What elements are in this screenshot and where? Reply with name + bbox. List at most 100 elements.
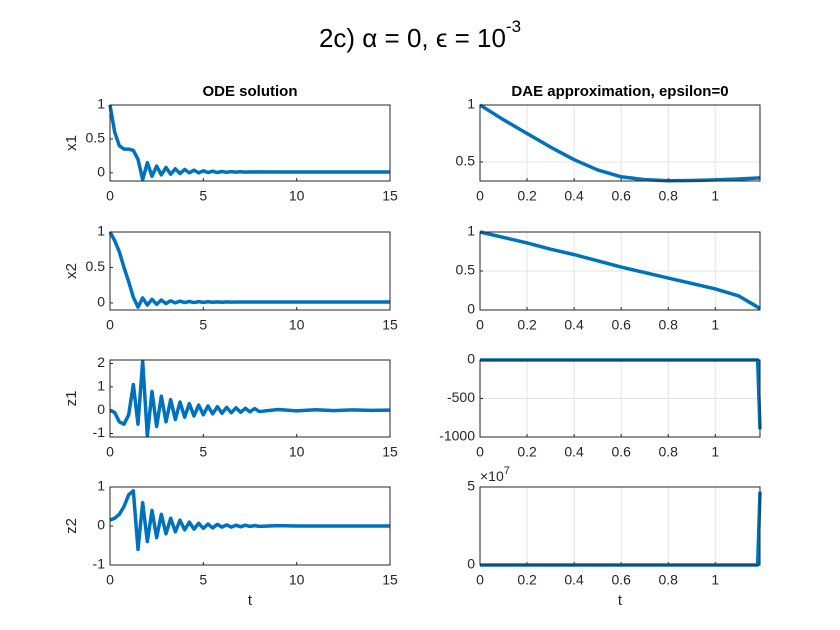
x-tick-label: 0.2 (517, 188, 537, 204)
data-line (109, 489, 390, 552)
x-tick-label: 0 (106, 188, 114, 204)
title-exponent: -3 (506, 17, 521, 36)
axes: 0 0.2 0.4 0.6 0.8 1 0 5 t ×107 (467, 465, 762, 609)
y-tick-label: 5 (467, 478, 475, 494)
x-tick-label: 5 (199, 188, 207, 204)
x-tick-label: 0 (106, 317, 114, 333)
axes: 0 0.2 0.4 0.6 0.8 1 0.5 1 DAE approximation, eps… (456, 83, 761, 204)
x-tick-label: 1 (711, 444, 719, 460)
y-axis-label: z2 (63, 518, 80, 534)
axes-box (109, 486, 391, 566)
x-tick-label: 0 (476, 317, 484, 333)
y-tick-label: 0.5 (86, 130, 106, 146)
y-tick-label: 0 (97, 164, 105, 180)
axes-title: ODE solution (203, 83, 298, 100)
x-tick-label: 0.8 (659, 444, 679, 460)
y-multiplier: ×107 (480, 465, 510, 484)
y-tick-label: -500 (447, 389, 475, 405)
axes-box (109, 359, 391, 438)
y-tick-label: 1 (97, 378, 105, 394)
x-tick-label: 15 (382, 444, 398, 460)
x-tick-label: 10 (289, 317, 305, 333)
x-tick-label: 0.6 (611, 444, 631, 460)
x-axis-label: t (248, 592, 253, 609)
x-tick-label: 0.4 (564, 317, 584, 333)
axes: 0 0.2 0.4 0.6 0.8 1 0 0.5 1 (456, 223, 761, 333)
x-tick-label: 0.6 (611, 317, 631, 333)
y-tick-label: 1 (97, 478, 105, 494)
y-tick-label: 1 (97, 223, 105, 239)
y-tick-label: 2 (97, 354, 105, 370)
axes-box (109, 104, 391, 182)
axes-box (109, 231, 391, 311)
data-line (109, 359, 391, 438)
x-tick-label: 0.4 (564, 572, 584, 588)
x-tick-label: 1 (711, 572, 719, 588)
x-tick-label: 0 (476, 572, 484, 588)
x-tick-label: 1 (711, 188, 719, 204)
plot-area (110, 105, 390, 181)
y-tick-label: 0.5 (456, 262, 476, 278)
axes-box (479, 231, 761, 311)
x-tick-label: 0.2 (517, 572, 537, 588)
y-tick-label: 0 (97, 294, 105, 310)
y-tick-label: 0.5 (456, 153, 476, 169)
x-tick-label: 0.4 (564, 188, 584, 204)
y-tick-label: 0 (467, 301, 475, 317)
x-tick-label: 10 (289, 444, 305, 460)
axes-box (479, 104, 761, 182)
y-axis-label: x2 (63, 263, 80, 279)
x-tick-label: 0.8 (659, 188, 679, 204)
y-tick-label: 1 (467, 96, 475, 112)
x-tick-label: 10 (289, 188, 305, 204)
x-tick-label: 5 (199, 444, 207, 460)
axes: 0 5 10 15 0 0.5 1 x2 (63, 223, 398, 333)
y-tick-label: -1 (93, 556, 106, 572)
y-tick-label: -1000 (439, 428, 475, 444)
x-tick-label: 5 (199, 317, 207, 333)
plot-area (480, 105, 760, 181)
x-tick-label: 0.8 (659, 317, 679, 333)
multiplier-base: ×10 (480, 468, 504, 484)
x-tick-label: 0 (106, 444, 114, 460)
plot-area (110, 232, 390, 310)
x-tick-label: 10 (289, 572, 305, 588)
axes: 0 0.2 0.4 0.6 0.8 1 -1000 -500 0 (439, 351, 762, 460)
x-tick-label: 0 (476, 188, 484, 204)
axes: 0 5 10 15 0 0.5 1 ODE solution x1 (63, 83, 398, 204)
data-line (479, 103, 761, 183)
x-tick-label: 0.2 (517, 444, 537, 460)
x-tick-label: 1 (711, 317, 719, 333)
x-tick-label: 0 (106, 572, 114, 588)
figure-title: 2c) α = 0, ϵ = 10-3 (319, 17, 521, 52)
plot-area (480, 487, 760, 565)
data-line (108, 104, 390, 182)
x-tick-label: 15 (382, 188, 398, 204)
multiplier-exponent: 7 (504, 465, 510, 477)
x-tick-label: 0.6 (611, 188, 631, 204)
x-tick-label: 0.6 (611, 572, 631, 588)
x-tick-label: 15 (382, 572, 398, 588)
title-base: 2c) α = 0, ϵ = 10 (319, 23, 506, 53)
y-tick-label: 0 (97, 517, 105, 533)
axes-title: DAE approximation, epsilon=0 (511, 83, 728, 100)
data-line (479, 230, 761, 310)
x-tick-label: 0.2 (517, 317, 537, 333)
y-tick-label: 0.5 (86, 258, 106, 274)
data-line (108, 231, 390, 309)
y-tick-label: 1 (97, 96, 105, 112)
x-tick-label: 5 (199, 572, 207, 588)
y-axis-label: z1 (63, 391, 80, 407)
y-axis-label: x1 (63, 135, 80, 151)
y-tick-label: 1 (467, 223, 475, 239)
x-tick-label: 0.4 (564, 444, 584, 460)
x-tick-label: 0.8 (659, 572, 679, 588)
axes-box (479, 359, 761, 438)
y-tick-label: -1 (93, 424, 106, 440)
y-tick-label: 0 (467, 556, 475, 572)
x-tick-label: 0 (476, 444, 484, 460)
y-tick-label: 0 (467, 351, 475, 367)
